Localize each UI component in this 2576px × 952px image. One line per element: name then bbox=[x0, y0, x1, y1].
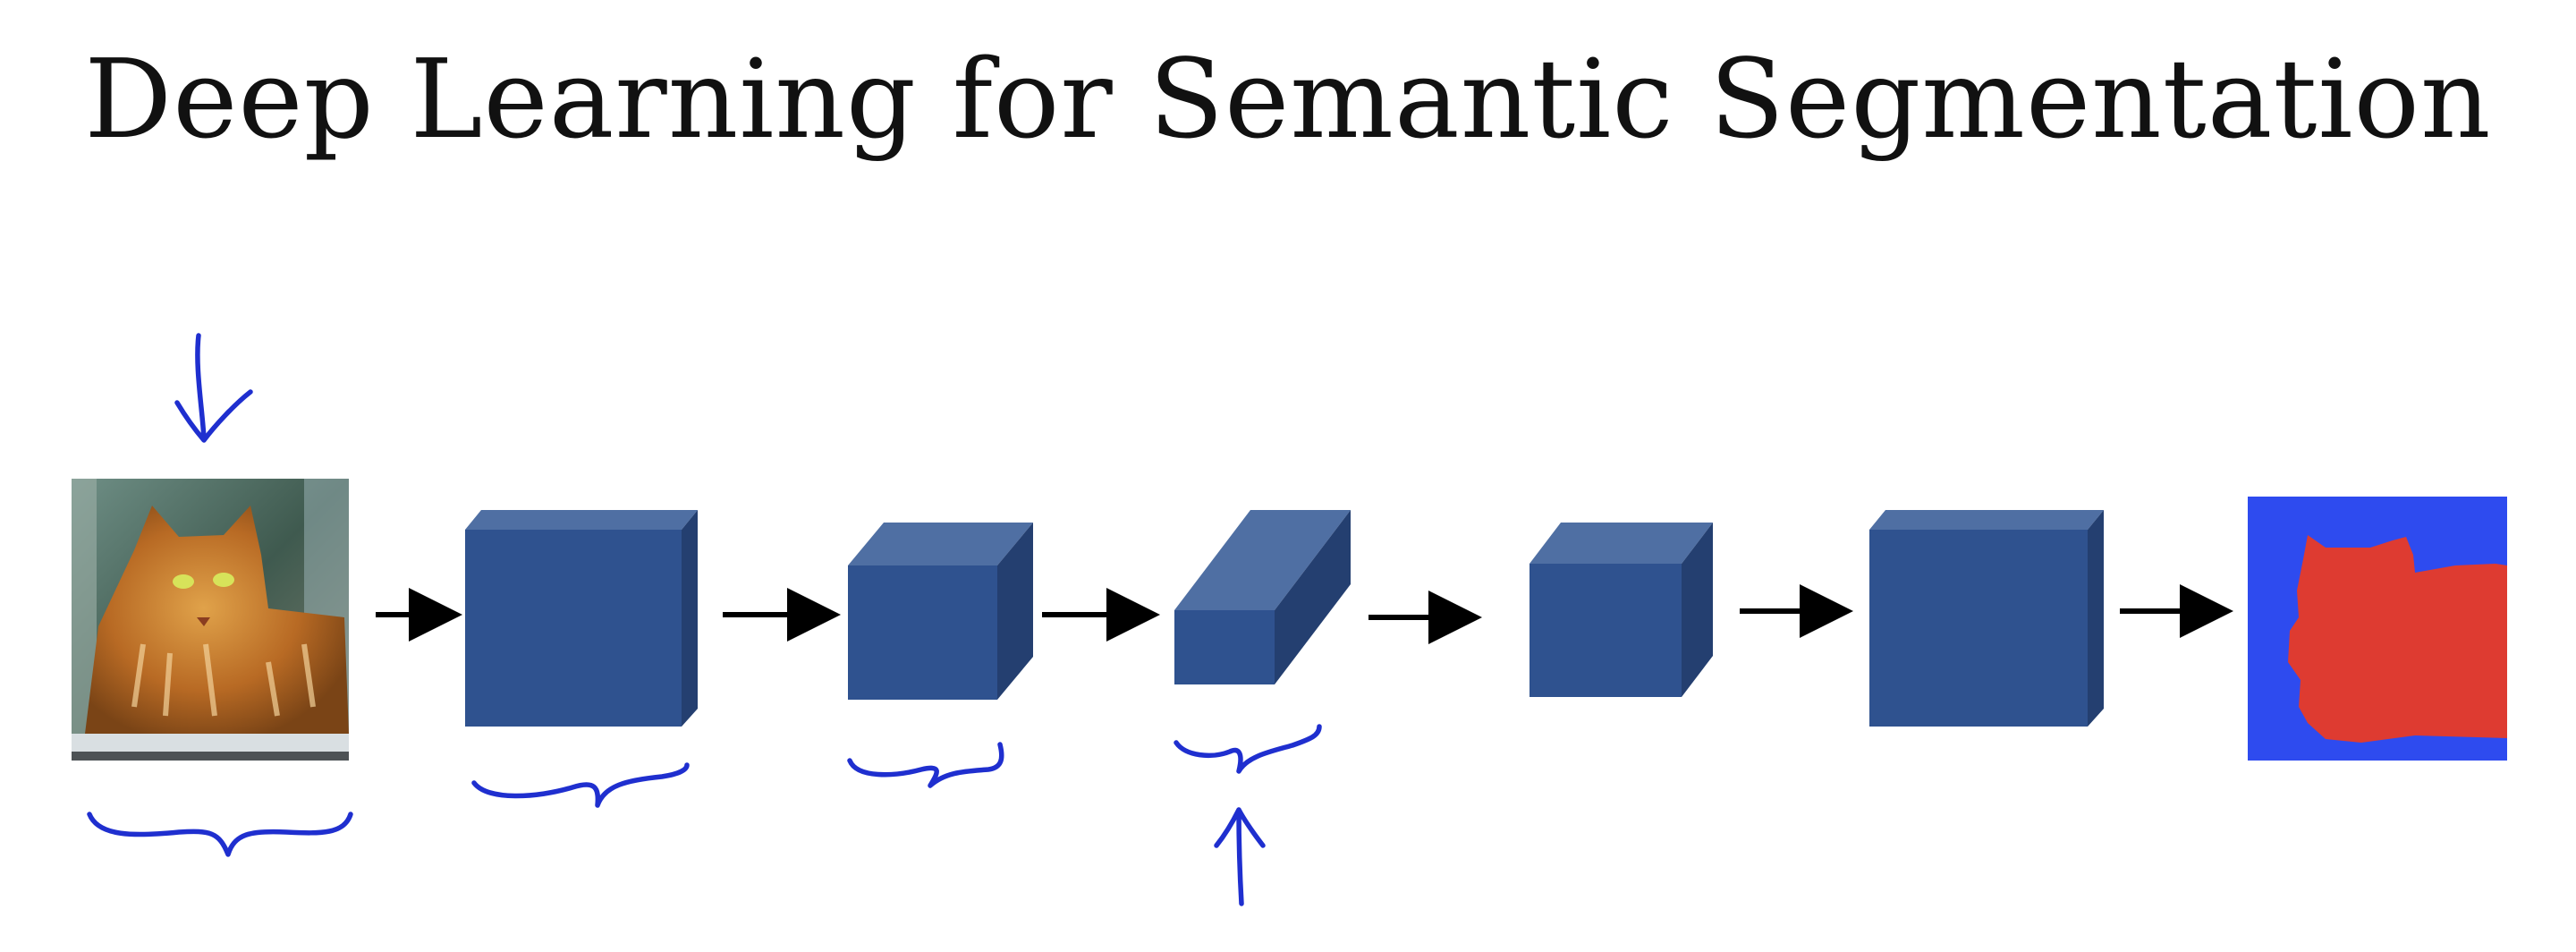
block-layer-1 bbox=[465, 510, 698, 727]
block-layer-2 bbox=[848, 523, 1033, 700]
block-bottleneck bbox=[1174, 510, 1351, 684]
down-arrow-icon bbox=[174, 333, 253, 443]
input-brace bbox=[87, 812, 353, 857]
slide-title: Deep Learning for Semantic Segmentation bbox=[84, 36, 2492, 163]
up-arrow-icon bbox=[1214, 807, 1266, 906]
block-layer-5 bbox=[1869, 510, 2104, 727]
output-segmentation-mask bbox=[2248, 497, 2507, 761]
layer-1-brace bbox=[471, 762, 690, 808]
cat-mask-region bbox=[2288, 535, 2507, 743]
flow-arrows bbox=[376, 584, 2233, 644]
bottleneck-brace bbox=[1174, 724, 1322, 774]
block-layer-4 bbox=[1530, 523, 1713, 697]
handwritten-annotations bbox=[87, 333, 1322, 906]
input-cat-image bbox=[72, 479, 349, 761]
layer-2-brace bbox=[847, 742, 1004, 788]
